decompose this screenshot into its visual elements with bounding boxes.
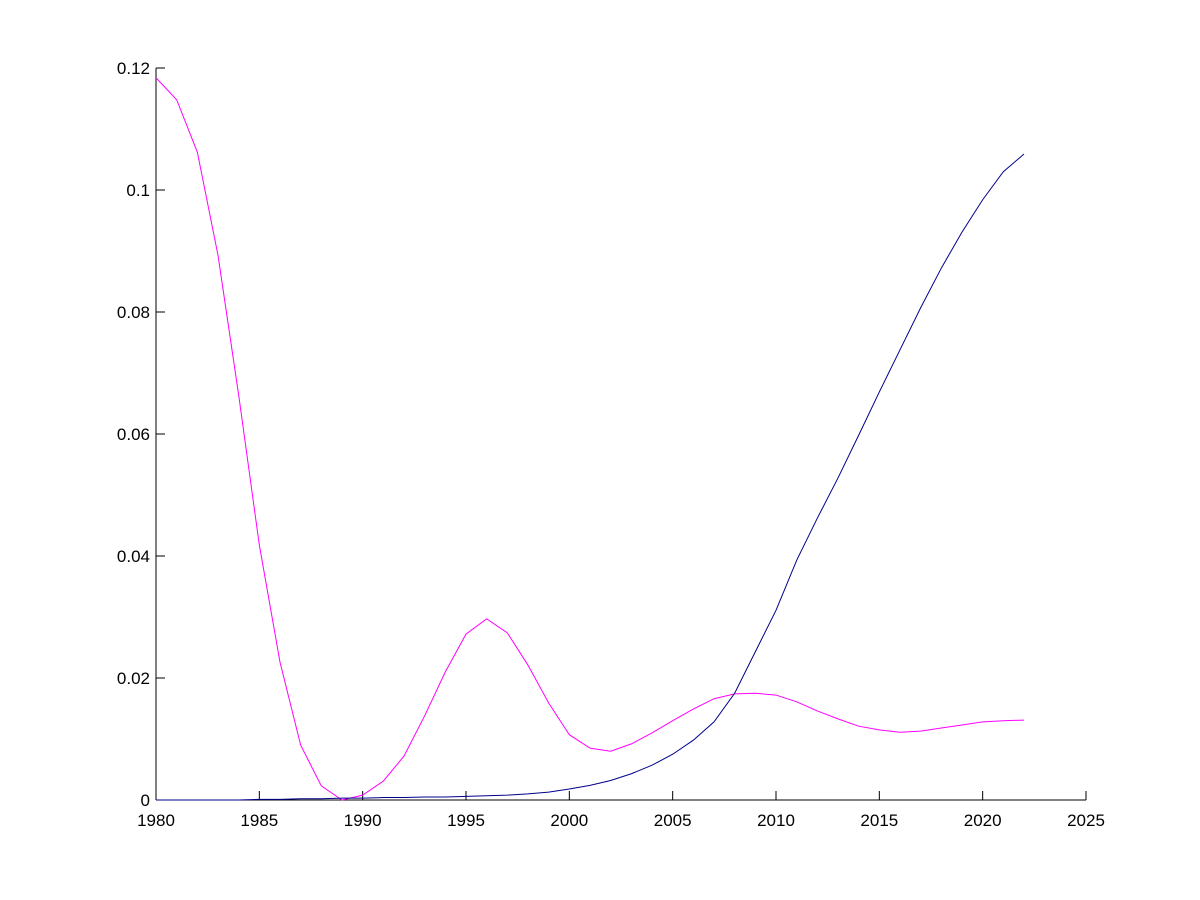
x-tick-label: 2000 xyxy=(550,811,588,830)
x-tick-label: 1985 xyxy=(240,811,278,830)
x-tick-label: 2015 xyxy=(860,811,898,830)
y-tick-label: 0.04 xyxy=(117,547,150,566)
y-tick-label: 0.12 xyxy=(117,59,150,78)
x-tick-label: 2010 xyxy=(757,811,795,830)
y-tick-label: 0 xyxy=(141,791,150,810)
y-tick-label: 0.02 xyxy=(117,669,150,688)
y-tick-label: 0.06 xyxy=(117,425,150,444)
line-series xyxy=(156,153,1025,801)
y-tick-label: 0.1 xyxy=(126,181,150,200)
y-tick-label: 0.08 xyxy=(117,303,150,322)
x-tick-label: 2020 xyxy=(964,811,1002,830)
x-tick-label: 1990 xyxy=(344,811,382,830)
x-tick-label: 1980 xyxy=(137,811,175,830)
line-series xyxy=(155,77,1025,801)
x-tick-label: 1995 xyxy=(447,811,485,830)
x-tick-label: 2005 xyxy=(654,811,692,830)
x-tick-label: 2025 xyxy=(1067,811,1105,830)
